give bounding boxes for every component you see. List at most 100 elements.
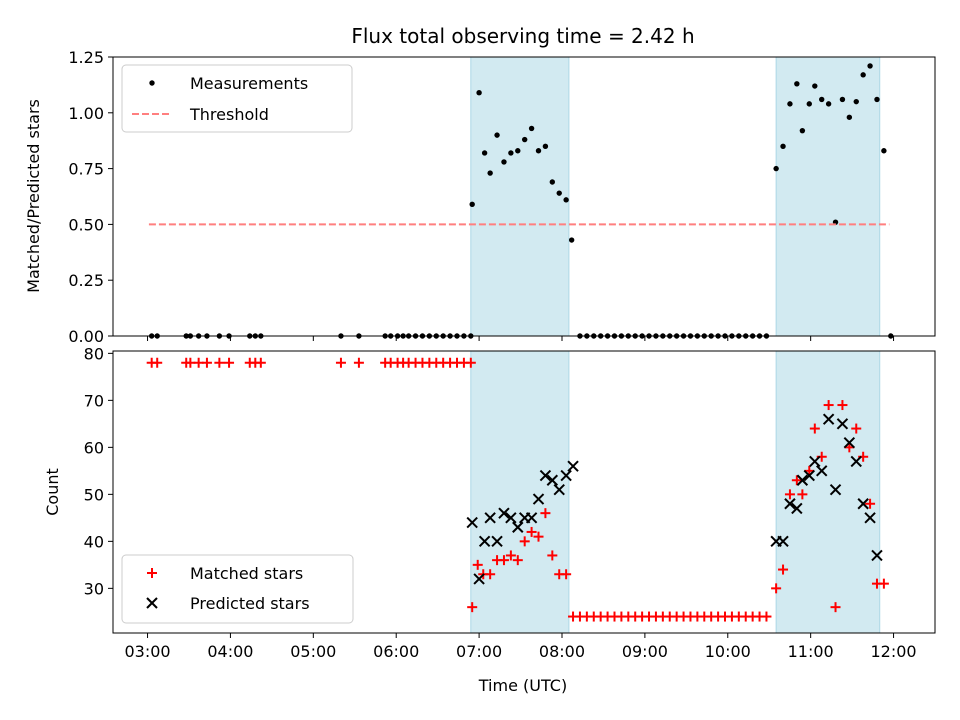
matched-star-point (519, 536, 530, 547)
chart-title: Flux total observing time = 2.42 h (351, 24, 694, 48)
matched-star-point (797, 489, 808, 500)
matched-star-point (353, 357, 364, 368)
measurement-point (556, 190, 562, 196)
y-tick-label: 30 (84, 579, 104, 598)
predicted-star-point (466, 516, 478, 529)
matched-star-point (830, 602, 841, 613)
measurement-point (549, 179, 556, 185)
matched-star-point (472, 559, 483, 570)
predicted-star-point (843, 436, 856, 449)
matched-star-point (201, 357, 212, 368)
legend-threshold-label: Threshold (189, 105, 269, 124)
x-tick-label: 08:00 (539, 642, 585, 661)
matched-star-point (540, 508, 551, 519)
bottom-y-axis-label: Count (43, 468, 62, 516)
matched-star-point (255, 357, 266, 368)
matched-star-point (512, 555, 523, 566)
measurement-point (563, 197, 569, 203)
measurement-point (881, 148, 887, 154)
predicted-star-point (491, 535, 503, 548)
predicted-star-point (512, 521, 524, 533)
predicted-star-point (777, 535, 789, 548)
bottom-panel: 30 40 50 60 70 80 03:00 04:00 05:00 06:00 07:00 08… (43, 344, 936, 695)
matched-star-point (561, 569, 572, 580)
measurement-point (568, 237, 575, 243)
predicted-star-point (498, 507, 510, 519)
measurement-point (481, 150, 488, 156)
measurement-point (819, 96, 825, 103)
legend-matched-label: Matched stars (190, 564, 303, 583)
predicted-star-point (473, 573, 485, 585)
predicted-star-point (809, 455, 821, 468)
matched-star-point (778, 564, 789, 575)
predicted-star-point (546, 474, 559, 486)
x-axis-label: Time (UTC) (478, 676, 567, 695)
legend-predicted-label: Predicted stars (190, 594, 310, 613)
measurement-point (799, 127, 806, 134)
matched-star-point (823, 400, 834, 411)
predicted-star-point (850, 455, 862, 468)
bottom-axes-frame (112, 350, 936, 634)
x-tick-label: 05:00 (290, 642, 336, 661)
shaded-interval-2 (775, 56, 881, 337)
top-legend: Measurements Threshold (121, 64, 353, 133)
measurement-point (787, 101, 793, 107)
matched-star-point (851, 423, 862, 434)
legend-measurements-label: Measurements (190, 74, 308, 93)
measurement-point (501, 159, 507, 165)
y-tick-label: 0.25 (68, 271, 104, 290)
predicted-star-point (803, 469, 815, 482)
measurement-point (487, 170, 493, 176)
measurement-point (542, 143, 549, 149)
x-tick-label: 09:00 (622, 642, 668, 661)
bottom-legend-box (121, 554, 354, 624)
predicted-star-point (784, 498, 796, 510)
matched-star-point (335, 357, 346, 368)
top-panel: 0.00 0.25 0.50 0.75 1.00 1.25 Matched/Predict… (24, 48, 936, 346)
predicted-star-point (829, 483, 842, 496)
legend-matched-marker (147, 568, 157, 578)
shaded-interval-1 (470, 56, 570, 337)
shaded-interval-2 (775, 350, 881, 634)
matched-star-point (467, 602, 478, 613)
measurement-point (469, 201, 475, 208)
matched-star-point (791, 475, 802, 486)
measurement-point (874, 96, 880, 103)
x-tick-label: 11:00 (788, 642, 834, 661)
predicted-star-point (871, 549, 883, 562)
bottom-y-ticks: 30 40 50 60 70 80 (84, 344, 113, 598)
y-tick-label: 70 (84, 391, 104, 410)
matched-star-point (526, 526, 537, 537)
bottom-x-ticks: 03:00 04:00 05:00 06:00 07:00 08:00 09:00 10:00… (124, 633, 917, 661)
matched-star-point (771, 583, 782, 594)
measurement-point (773, 165, 779, 172)
predicted-star-point (553, 483, 565, 496)
measurement-point (846, 114, 853, 120)
y-tick-label: 80 (84, 344, 104, 363)
predicted-star-point (796, 474, 809, 486)
x-tick-label: 03:00 (124, 642, 170, 661)
matched-star-point (505, 550, 516, 561)
legend-predicted-marker (146, 597, 158, 609)
legend-measurements-marker (149, 80, 155, 86)
top-y-ticks: 0.00 0.25 0.50 0.75 1.00 1.25 (68, 48, 113, 346)
measurement-point (535, 148, 542, 154)
matched-star-point (498, 555, 509, 566)
top-x-ticks (147, 336, 895, 341)
predicted-star-point (525, 512, 538, 524)
predicted-star-point (857, 498, 869, 510)
measurement-point (780, 143, 786, 149)
measurement-point (494, 132, 500, 138)
measurement-point (812, 83, 818, 89)
matched-star-point (878, 578, 889, 589)
x-tick-label: 10:00 (705, 642, 751, 661)
matched-star-point (224, 357, 235, 368)
bottom-shaded-intervals (470, 350, 881, 634)
y-tick-label: 0.75 (68, 160, 104, 179)
matched-star-point (809, 423, 820, 434)
y-tick-label: 50 (84, 485, 104, 504)
y-tick-label: 1.25 (68, 48, 104, 67)
matched-star-point (533, 531, 544, 542)
x-tick-label: 06:00 (373, 642, 419, 661)
matched-star-point (761, 611, 772, 622)
